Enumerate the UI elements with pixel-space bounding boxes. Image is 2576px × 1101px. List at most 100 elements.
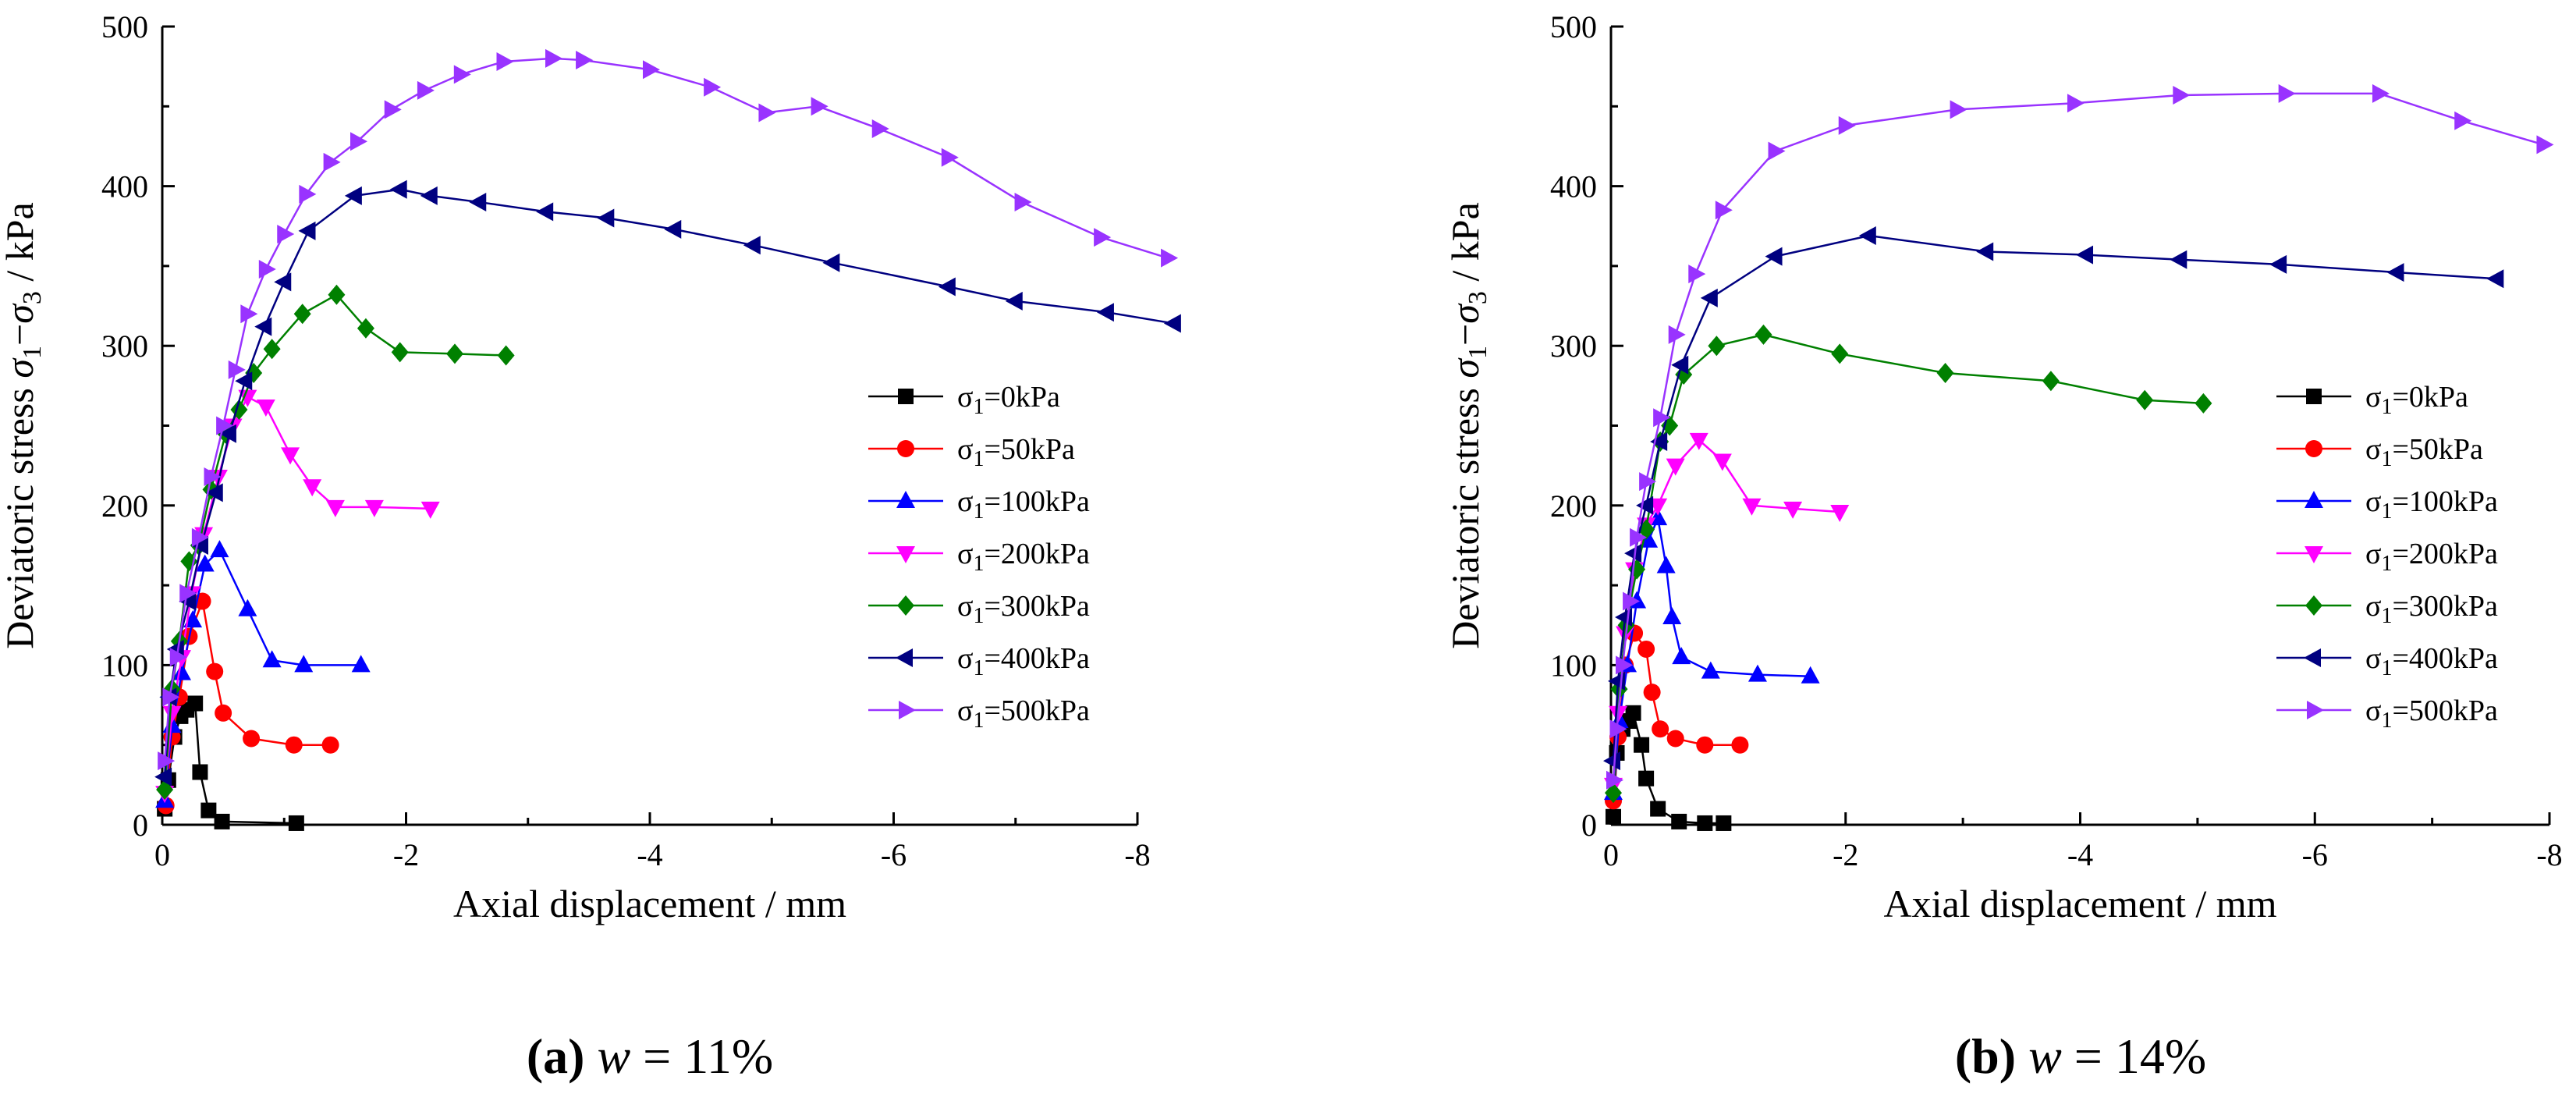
data-point xyxy=(158,751,176,771)
x-tick-label: -6 xyxy=(2302,837,2328,872)
data-point xyxy=(1638,770,1655,787)
y-tick-label: 300 xyxy=(1550,329,1597,364)
legend-marker xyxy=(897,595,914,616)
series-7 xyxy=(158,48,1179,771)
legend-label: σ1=100kPa xyxy=(2365,485,2498,524)
data-point xyxy=(1606,808,1622,825)
legend-marker xyxy=(896,546,915,563)
legend-marker xyxy=(2304,648,2321,667)
data-point xyxy=(172,662,191,680)
data-point xyxy=(2195,392,2212,414)
legend-label: σ1=200kPa xyxy=(957,538,1090,576)
data-point xyxy=(195,554,215,572)
legend-marker xyxy=(2305,595,2322,616)
data-point xyxy=(303,479,322,497)
data-point xyxy=(299,184,317,204)
panel-caption: (a) w = 11% xyxy=(527,1028,773,1084)
data-point xyxy=(216,416,234,435)
data-point xyxy=(1096,303,1114,322)
data-point xyxy=(2173,85,2191,105)
data-point xyxy=(1650,801,1666,817)
data-point xyxy=(743,236,761,255)
legend-label: σ1=0kPa xyxy=(2365,381,2468,419)
data-point xyxy=(344,186,362,205)
data-point xyxy=(941,147,959,167)
data-point xyxy=(200,802,217,819)
legend-label: σ1=0kPa xyxy=(957,381,1060,419)
series-line xyxy=(1612,439,1840,785)
legend-marker xyxy=(897,440,914,457)
legend-label: σ1=50kPa xyxy=(2365,433,2483,471)
data-point xyxy=(2278,83,2296,103)
data-point xyxy=(321,736,339,754)
y-tick-label: 300 xyxy=(101,329,148,364)
data-point xyxy=(1623,591,1641,611)
data-point xyxy=(643,60,660,80)
data-point xyxy=(238,389,257,407)
legend-marker xyxy=(896,491,915,508)
data-point xyxy=(1765,247,1783,266)
data-point xyxy=(420,501,440,519)
data-point xyxy=(1689,432,1708,450)
data-point xyxy=(1715,201,1733,220)
legend-label: σ1=500kPa xyxy=(2365,694,2498,733)
data-point xyxy=(1783,501,1803,519)
x-tick-label: -8 xyxy=(1124,837,1150,872)
data-point xyxy=(238,598,257,616)
data-point xyxy=(274,272,292,292)
data-point xyxy=(1662,607,1682,625)
legend: σ1=0kPa σ1=50kPa σ1=100kPa σ1=200kPa σ1=300k… xyxy=(868,381,1090,733)
x-tick-label: 0 xyxy=(154,837,170,872)
data-point xyxy=(1609,719,1627,739)
x-tick-label: -8 xyxy=(2536,837,2562,872)
series-line xyxy=(163,548,361,801)
legend-marker xyxy=(896,648,913,667)
data-point xyxy=(536,202,554,222)
data-point xyxy=(1838,115,1856,135)
data-point xyxy=(162,687,180,707)
data-point xyxy=(1161,248,1179,268)
data-point xyxy=(1005,291,1023,311)
data-point xyxy=(2454,111,2472,130)
data-point xyxy=(417,80,435,100)
y-tick-label: 500 xyxy=(101,9,148,44)
data-point xyxy=(1656,556,1676,574)
x-axis-label: Axial displacement / mm xyxy=(1883,882,2276,925)
data-point xyxy=(496,52,514,72)
data-point xyxy=(389,179,407,199)
data-point xyxy=(1696,736,1714,754)
legend-marker xyxy=(898,389,914,404)
data-point xyxy=(811,97,829,116)
series-7 xyxy=(1606,83,2554,790)
data-point xyxy=(187,695,204,712)
data-point xyxy=(420,186,438,205)
data-point xyxy=(1768,141,1786,161)
data-point xyxy=(1606,770,1624,790)
data-point xyxy=(938,277,956,297)
legend-label: σ1=200kPa xyxy=(2365,538,2498,576)
data-point xyxy=(2386,263,2404,282)
data-point xyxy=(179,591,197,611)
data-point xyxy=(1701,661,1720,679)
data-point xyxy=(288,815,304,831)
data-point xyxy=(1643,684,1661,701)
data-point xyxy=(240,304,258,324)
series-line xyxy=(163,188,1175,777)
y-tick-label: 200 xyxy=(101,488,148,524)
data-point xyxy=(1671,355,1689,375)
legend-marker xyxy=(2305,440,2322,457)
legend-label: σ1=400kPa xyxy=(957,642,1090,680)
legend-marker xyxy=(2306,389,2322,404)
y-axis-label: Deviatoric stress σ1−σ3 / kPa xyxy=(1443,202,1492,649)
chart-panel-b: 0 100 200 300 400 500 0 -2 -4 -6 -8 Axial displacem… xyxy=(1443,9,2563,1084)
data-point xyxy=(293,304,311,325)
data-point xyxy=(1950,100,1967,119)
data-point xyxy=(350,132,367,151)
legend-marker xyxy=(2305,491,2323,508)
data-point xyxy=(214,813,230,829)
data-point xyxy=(545,48,562,68)
y-tick-label: 400 xyxy=(101,169,148,204)
data-point xyxy=(2042,371,2060,392)
data-point xyxy=(256,399,275,417)
